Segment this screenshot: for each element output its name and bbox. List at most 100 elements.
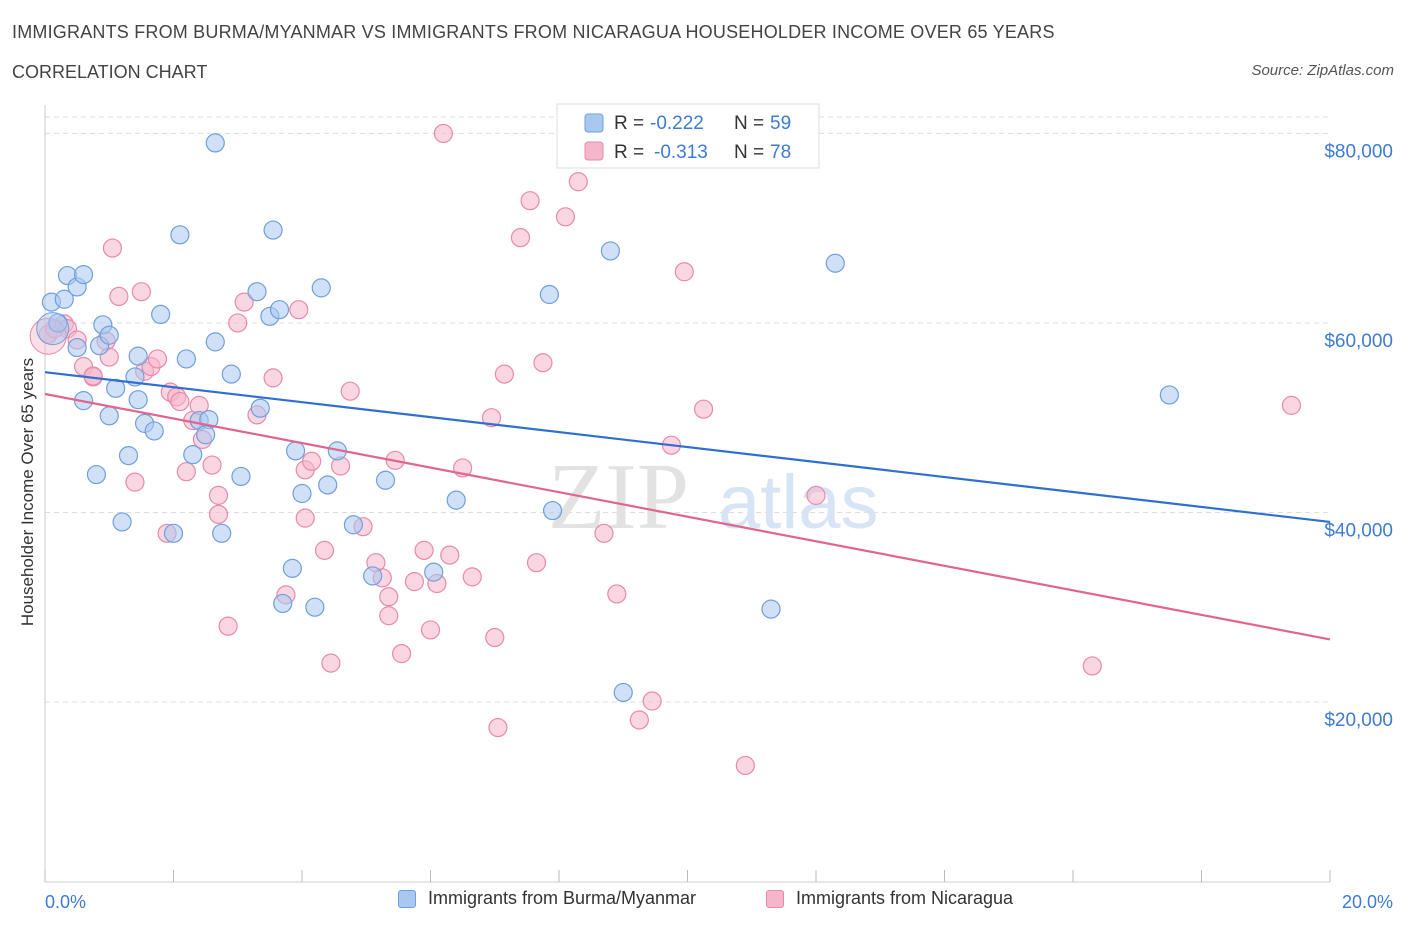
nicaragua-point-28 bbox=[228, 313, 248, 333]
legend-label-burma: Immigrants from Burma/Myanmar bbox=[428, 888, 697, 908]
burma-point-38 bbox=[318, 475, 338, 495]
nicaragua-point-75 bbox=[433, 123, 453, 144]
nicaragua-point-59 bbox=[520, 191, 540, 211]
nicaragua-point-55 bbox=[485, 627, 505, 648]
nicaragua-point-19 bbox=[176, 462, 196, 482]
source-credit: Source: ZipAtlas.com bbox=[1251, 62, 1394, 79]
legend-r-value-nicaragua: -0.313 bbox=[654, 142, 708, 163]
nicaragua-point-53 bbox=[462, 567, 482, 587]
nicaragua-point-15 bbox=[147, 349, 168, 369]
burma-point-cluster bbox=[36, 312, 70, 346]
watermark-atlas: atlas bbox=[718, 460, 879, 545]
watermark: ZIP atlas bbox=[548, 445, 879, 549]
burma-point-57 bbox=[86, 464, 107, 485]
nicaragua-point-51 bbox=[440, 545, 460, 565]
legend-swatch-burma bbox=[584, 113, 604, 133]
burma-point-34 bbox=[250, 398, 270, 418]
burma-point-6 bbox=[67, 337, 87, 358]
burma-point-55 bbox=[112, 512, 132, 532]
nicaragua-point-64 bbox=[594, 523, 614, 543]
burma-point-43 bbox=[273, 593, 293, 614]
burma-point-48 bbox=[539, 284, 559, 305]
nicaragua-point-65 bbox=[607, 584, 627, 604]
burma-point-51 bbox=[613, 682, 633, 703]
x-tick-labels: 0.0% 20.0% bbox=[45, 892, 1393, 912]
legend-n-value-nicaragua: 78 bbox=[770, 142, 791, 163]
nicaragua-point-49 bbox=[420, 620, 441, 640]
burma-point-46 bbox=[424, 562, 444, 582]
burma-point-2 bbox=[54, 289, 74, 309]
nicaragua-point-54 bbox=[481, 408, 502, 428]
burma-points bbox=[36, 133, 1179, 703]
nicaragua-point-57 bbox=[494, 364, 514, 384]
nicaragua-point-25 bbox=[208, 504, 229, 524]
legend-item-nicaragua: Immigrants from Nicaragua bbox=[766, 888, 1013, 909]
legend-swatch-burma-bottom bbox=[398, 889, 416, 908]
chart-subtitle: CORRELATION CHART bbox=[12, 62, 208, 82]
legend-r-label-burma: R = bbox=[614, 113, 644, 134]
burma-point-19 bbox=[170, 225, 190, 245]
nicaragua-point-10 bbox=[109, 286, 129, 307]
burma-point-13 bbox=[128, 390, 148, 410]
nicaragua-point-30 bbox=[263, 368, 283, 388]
axis-layer bbox=[44, 105, 1331, 883]
nicaragua-point-18 bbox=[170, 391, 190, 412]
nicaragua-point-66 bbox=[629, 710, 649, 730]
nicaragua-point-63 bbox=[568, 172, 588, 192]
burma-point-56 bbox=[163, 523, 184, 543]
y-tick-label-2: $60,000 bbox=[1324, 331, 1393, 352]
nicaragua-point-76 bbox=[125, 472, 145, 492]
grid-layer bbox=[45, 116, 1330, 703]
burma-point-45 bbox=[305, 597, 325, 617]
nicaragua-point-60 bbox=[526, 553, 547, 573]
burma-point-14 bbox=[128, 346, 148, 366]
nicaragua-point-48 bbox=[414, 540, 434, 560]
nicaragua-trend-line bbox=[44, 392, 1331, 641]
legend-swatch-nicaragua-bottom bbox=[766, 889, 784, 908]
nicaragua-points bbox=[29, 123, 1302, 776]
burma-point-26 bbox=[183, 445, 203, 465]
burma-point-20 bbox=[176, 349, 196, 369]
burma-point-52 bbox=[761, 599, 781, 619]
burma-point-58 bbox=[118, 445, 139, 466]
burma-point-40 bbox=[343, 515, 363, 535]
burma-point-33 bbox=[292, 483, 312, 504]
burma-point-35 bbox=[263, 220, 283, 240]
nicaragua-point-33 bbox=[295, 508, 315, 528]
burma-point-53 bbox=[825, 253, 845, 273]
nicaragua-point-69 bbox=[674, 262, 694, 282]
burma-trend-line bbox=[44, 371, 1331, 524]
nicaragua-point-11 bbox=[102, 238, 123, 258]
nicaragua-point-47 bbox=[404, 572, 425, 592]
x-tick-label-1: 20.0% bbox=[1342, 892, 1393, 912]
legend-r-label-nicaragua: R = bbox=[614, 142, 644, 163]
x-tick-label-0: 0.0% bbox=[45, 892, 86, 912]
burma-point-49 bbox=[542, 500, 563, 521]
burma-point-12 bbox=[99, 406, 119, 426]
nicaragua-point-44 bbox=[379, 606, 399, 626]
burma-point-17 bbox=[144, 421, 164, 441]
legend-n-label-nicaragua: N = bbox=[734, 142, 764, 163]
legend-item-burma: Immigrants from Burma/Myanmar bbox=[398, 888, 696, 909]
burma-point-9 bbox=[99, 325, 119, 345]
nicaragua-point-26 bbox=[218, 616, 238, 636]
nicaragua-point-32 bbox=[289, 300, 309, 320]
legend-n-value-burma: 59 bbox=[770, 113, 791, 134]
nicaragua-point-35 bbox=[302, 451, 322, 471]
legend-r-value-burma: -0.222 bbox=[650, 113, 704, 134]
legend-label-nicaragua: Immigrants from Nicaragua bbox=[796, 888, 1014, 908]
burma-point-11 bbox=[106, 378, 126, 398]
burma-point-28 bbox=[231, 466, 251, 487]
nicaragua-point-70 bbox=[693, 399, 714, 419]
burma-point-29 bbox=[247, 282, 267, 302]
y-tick-label-0: $20,000 bbox=[1324, 710, 1393, 731]
nicaragua-point-71 bbox=[735, 755, 755, 776]
chart-title: IMMIGRANTS FROM BURMA/MYANMAR VS IMMIGRA… bbox=[12, 22, 1055, 42]
watermark-zip: ZIP bbox=[548, 445, 689, 549]
nicaragua-point-37 bbox=[321, 653, 341, 673]
burma-point-24 bbox=[221, 364, 241, 384]
legend-n-label-burma: N = bbox=[734, 113, 764, 134]
burma-point-36 bbox=[205, 133, 225, 153]
burma-point-54 bbox=[1159, 385, 1179, 405]
nicaragua-point-27 bbox=[234, 292, 254, 312]
